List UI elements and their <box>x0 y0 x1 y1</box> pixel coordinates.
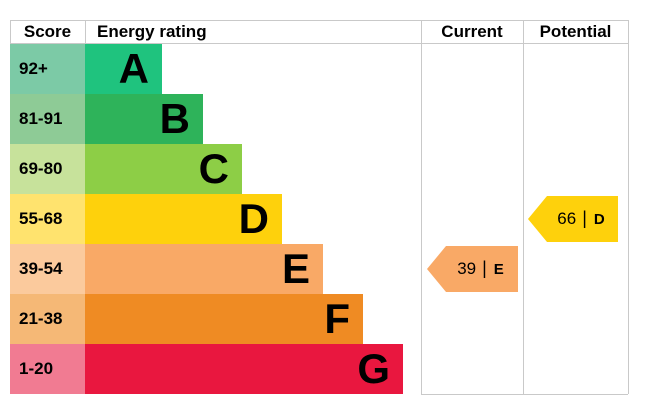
score-range-a: 92+ <box>10 44 85 94</box>
score-range-b: 81-91 <box>10 94 85 144</box>
score-column-header: Score <box>23 22 72 41</box>
band-letter-d: D <box>238 195 269 242</box>
band-row-c: 69-80 C <box>10 144 628 194</box>
potential-column-header: Potential <box>539 22 612 41</box>
band-row-g: 1-20 G <box>10 344 628 394</box>
score-range-g: 1-20 <box>10 344 85 394</box>
band-bar-g: G <box>85 344 403 394</box>
band-letter-g: G <box>357 345 390 392</box>
band-bar-c: C <box>85 144 242 194</box>
band-row-d: 55-68 D <box>10 194 628 244</box>
score-range-d: 55-68 <box>10 194 85 244</box>
potential-rating-band-letter: D <box>593 210 605 228</box>
band-letter-f: F <box>324 295 350 342</box>
band-row-e: 39-54 E <box>10 244 628 294</box>
band-bar-d: D <box>85 194 282 244</box>
header-left-border <box>10 20 11 44</box>
band-row-a: 92+ A <box>10 44 628 94</box>
score-column-separator <box>85 20 86 44</box>
band-letter-e: E <box>281 245 310 292</box>
potential-rating-value: 66 <box>557 209 577 228</box>
energy-rating-column-header: Energy rating <box>97 22 207 41</box>
current-rating-band-letter: E <box>493 260 504 278</box>
current-rating-divider: | <box>482 257 487 278</box>
potential-rating-marker: 66 | D <box>528 196 618 242</box>
current-rating-value: 39 <box>457 259 477 278</box>
table-border-bottom <box>421 394 628 395</box>
band-row-b: 81-91 B <box>10 94 628 144</box>
current-column-separator <box>421 20 422 394</box>
band-bar-a: A <box>85 44 162 94</box>
score-range-e: 39-54 <box>10 244 85 294</box>
band-letter-b: B <box>159 95 190 142</box>
table-border-top <box>10 20 628 21</box>
current-rating-marker: 39 | E <box>427 246 518 292</box>
band-row-f: 21-38 F <box>10 294 628 344</box>
band-bar-f: F <box>85 294 363 344</box>
band-bar-e: E <box>85 244 323 294</box>
current-column-header: Current <box>441 22 503 41</box>
potential-rating-divider: | <box>582 207 587 228</box>
score-range-f: 21-38 <box>10 294 85 344</box>
band-bar-b: B <box>85 94 203 144</box>
header-bottom-border <box>10 43 628 44</box>
table-border-right <box>628 20 629 394</box>
band-letter-c: C <box>198 145 229 192</box>
potential-column-separator <box>523 20 524 394</box>
score-range-c: 69-80 <box>10 144 85 194</box>
band-letter-a: A <box>118 45 149 92</box>
